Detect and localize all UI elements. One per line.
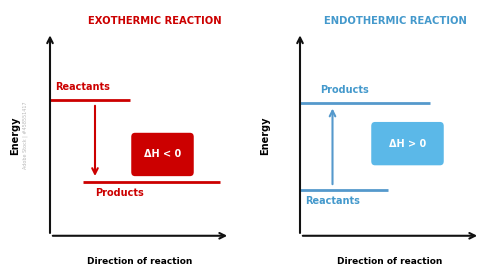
Text: Products: Products <box>95 188 144 198</box>
Text: ENDOTHERMIC REACTION: ENDOTHERMIC REACTION <box>324 16 466 26</box>
FancyBboxPatch shape <box>371 122 444 165</box>
Text: ΔH > 0: ΔH > 0 <box>389 139 426 149</box>
FancyBboxPatch shape <box>131 133 194 176</box>
Text: EXOTHERMIC REACTION: EXOTHERMIC REACTION <box>88 16 222 26</box>
Text: Energy: Energy <box>10 116 20 155</box>
Text: Direction of reaction: Direction of reaction <box>88 257 192 266</box>
Text: Energy: Energy <box>260 116 270 155</box>
Text: ΔH < 0: ΔH < 0 <box>144 150 181 159</box>
Text: Reactants: Reactants <box>55 82 110 92</box>
Text: Adobe Stock | #458551417: Adobe Stock | #458551417 <box>22 102 28 169</box>
Text: Direction of reaction: Direction of reaction <box>338 257 442 266</box>
Text: Reactants: Reactants <box>305 196 360 207</box>
Text: Products: Products <box>320 85 369 95</box>
